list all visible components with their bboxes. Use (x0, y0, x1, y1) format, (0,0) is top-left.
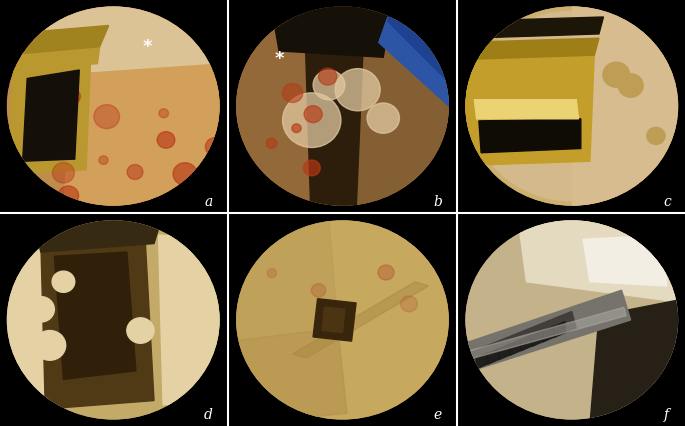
Polygon shape (388, 2, 456, 89)
Circle shape (206, 138, 225, 156)
Circle shape (7, 220, 220, 420)
Text: b: b (433, 195, 442, 209)
Polygon shape (517, 214, 685, 303)
Polygon shape (292, 282, 429, 358)
Polygon shape (313, 299, 356, 341)
Circle shape (267, 269, 277, 278)
Circle shape (159, 109, 169, 118)
Circle shape (34, 331, 66, 360)
Polygon shape (583, 235, 667, 286)
Text: f: f (664, 409, 669, 423)
Circle shape (94, 104, 120, 129)
Circle shape (58, 186, 79, 205)
Polygon shape (23, 70, 79, 161)
Polygon shape (487, 348, 499, 364)
Circle shape (127, 318, 154, 343)
Circle shape (619, 74, 643, 97)
Circle shape (157, 132, 175, 148)
Polygon shape (322, 307, 345, 333)
Polygon shape (41, 235, 154, 409)
Polygon shape (572, 0, 685, 212)
Polygon shape (64, 63, 227, 212)
Circle shape (401, 296, 417, 312)
Circle shape (204, 170, 219, 183)
Circle shape (465, 220, 678, 420)
Polygon shape (158, 235, 224, 405)
Polygon shape (521, 335, 532, 351)
Circle shape (53, 162, 75, 183)
Circle shape (99, 156, 108, 164)
Text: d: d (204, 409, 213, 423)
Polygon shape (2, 47, 99, 72)
Polygon shape (229, 218, 338, 341)
Polygon shape (498, 344, 510, 360)
Circle shape (304, 106, 322, 123)
Circle shape (378, 265, 394, 280)
Polygon shape (229, 17, 338, 212)
Circle shape (266, 138, 277, 148)
Text: *: * (142, 37, 152, 56)
Circle shape (367, 103, 399, 133)
Circle shape (335, 69, 380, 111)
Polygon shape (458, 290, 631, 375)
Circle shape (313, 70, 345, 100)
Circle shape (319, 68, 337, 85)
Polygon shape (590, 299, 685, 426)
Circle shape (647, 127, 665, 144)
Polygon shape (463, 51, 595, 165)
Circle shape (236, 220, 449, 420)
Circle shape (173, 163, 197, 185)
Text: c: c (663, 195, 671, 209)
Circle shape (303, 160, 320, 176)
Circle shape (283, 93, 341, 147)
Polygon shape (54, 252, 136, 379)
Circle shape (53, 99, 77, 121)
Circle shape (64, 89, 80, 104)
Polygon shape (553, 322, 565, 337)
Polygon shape (304, 0, 365, 212)
Polygon shape (5, 26, 109, 55)
Circle shape (27, 296, 54, 322)
Polygon shape (0, 231, 50, 409)
Polygon shape (474, 100, 579, 119)
Text: a: a (204, 195, 212, 209)
Circle shape (127, 164, 143, 179)
Polygon shape (27, 2, 224, 81)
Circle shape (236, 6, 449, 206)
Circle shape (603, 62, 630, 87)
Circle shape (52, 271, 75, 292)
Polygon shape (476, 353, 488, 369)
Circle shape (311, 284, 326, 297)
Circle shape (471, 225, 673, 414)
Polygon shape (458, 307, 626, 363)
Circle shape (465, 6, 678, 206)
Polygon shape (379, 17, 456, 110)
Circle shape (7, 6, 220, 206)
Polygon shape (32, 214, 163, 252)
Polygon shape (229, 328, 347, 426)
Polygon shape (329, 17, 456, 212)
Polygon shape (7, 59, 90, 174)
Circle shape (471, 12, 673, 201)
Polygon shape (270, 0, 393, 57)
Polygon shape (479, 119, 581, 153)
Polygon shape (532, 331, 543, 346)
Polygon shape (510, 340, 521, 355)
Text: e: e (434, 409, 442, 423)
Text: *: * (274, 50, 284, 69)
Circle shape (292, 124, 301, 132)
Polygon shape (543, 326, 554, 342)
Circle shape (12, 225, 214, 414)
Polygon shape (465, 17, 603, 38)
Polygon shape (463, 38, 599, 59)
Circle shape (241, 225, 444, 414)
Circle shape (282, 83, 303, 103)
Polygon shape (472, 311, 576, 369)
